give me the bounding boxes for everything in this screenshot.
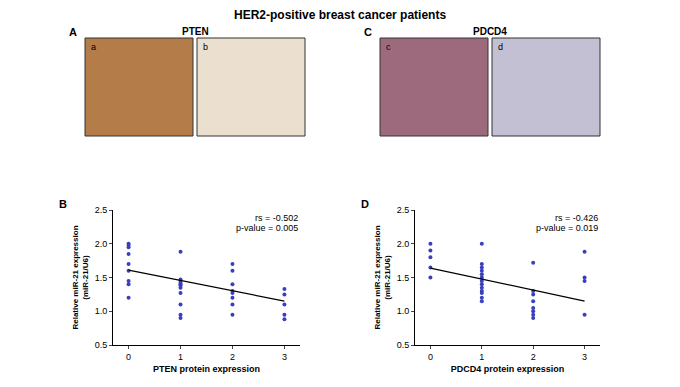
svg-text:3: 3 (282, 352, 287, 362)
svg-text:1: 1 (178, 352, 183, 362)
svg-text:1.0: 1.0 (397, 306, 410, 316)
svg-text:PTEN: PTEN (182, 26, 209, 37)
svg-text:d: d (498, 42, 503, 52)
svg-text:a: a (91, 42, 96, 52)
svg-text:p-value = 0.005: p-value = 0.005 (236, 223, 298, 233)
svg-text:D: D (361, 198, 369, 210)
svg-text:2.5: 2.5 (95, 205, 108, 215)
svg-text:2: 2 (531, 352, 536, 362)
svg-text:1.5: 1.5 (397, 273, 410, 283)
svg-text:p-value = 0.019: p-value = 0.019 (536, 223, 598, 233)
svg-text:rs = -0.426: rs = -0.426 (555, 213, 598, 223)
svg-text:2.0: 2.0 (95, 239, 108, 249)
svg-text:2: 2 (230, 352, 235, 362)
svg-text:B: B (59, 198, 67, 210)
svg-text:2.5: 2.5 (397, 205, 410, 215)
svg-text:0.5: 0.5 (397, 340, 410, 350)
svg-text:1.0: 1.0 (95, 306, 108, 316)
svg-text:3: 3 (582, 352, 587, 362)
svg-text:b: b (203, 42, 208, 52)
svg-text:Relative miR-21 expression(miR: Relative miR-21 expression(miR-21/U6) (71, 225, 90, 329)
svg-text:rs = -0.502: rs = -0.502 (255, 213, 298, 223)
svg-text:1.5: 1.5 (95, 273, 108, 283)
svg-text:1: 1 (479, 352, 484, 362)
svg-text:0: 0 (126, 352, 131, 362)
svg-text:A: A (69, 26, 77, 38)
svg-text:C: C (364, 26, 372, 38)
svg-text:0: 0 (428, 352, 433, 362)
svg-text:c: c (386, 42, 391, 52)
svg-text:0.5: 0.5 (95, 340, 108, 350)
svg-text:2.0: 2.0 (397, 239, 410, 249)
svg-text:PDCD4 protein expression: PDCD4 protein expression (451, 364, 565, 374)
svg-text:PTEN protein expression: PTEN protein expression (153, 364, 260, 374)
svg-text:Relative miR-21 expression(miR: Relative miR-21 expression(miR-21/U6) (373, 225, 392, 329)
svg-text:HER2-positive breast cancer pa: HER2-positive breast cancer patients (234, 8, 446, 22)
svg-text:PDCD4: PDCD4 (473, 26, 507, 37)
